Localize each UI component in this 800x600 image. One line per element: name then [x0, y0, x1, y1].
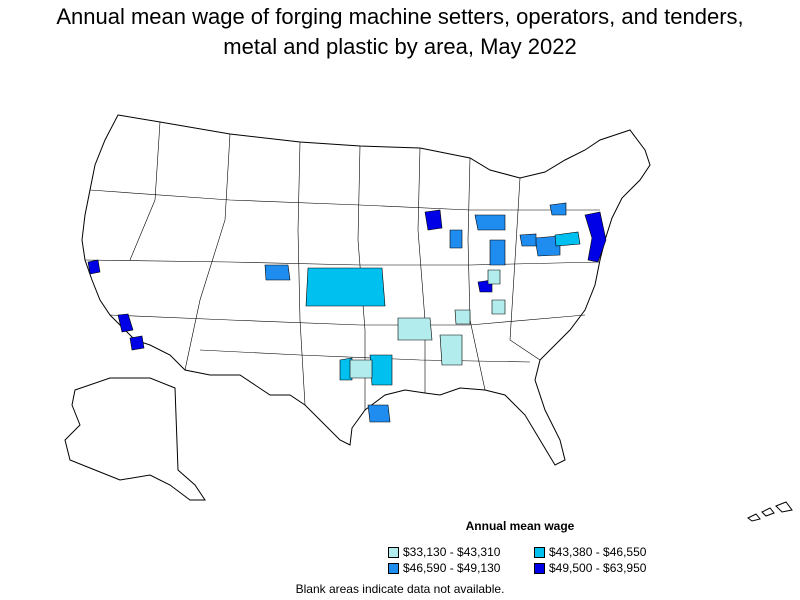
area-kentucky: [491, 299, 506, 315]
area-san-diego: [129, 335, 145, 351]
area-kansas: [305, 267, 386, 307]
title-line-2: metal and plastic by area, May 2022: [223, 34, 577, 59]
area-texas-west: [339, 357, 353, 381]
area-mississippi: [439, 334, 463, 366]
area-dallas: [369, 354, 393, 386]
legend-item-4: $49,500 - $63,950: [534, 561, 646, 575]
legend-title: Annual mean wage: [465, 519, 575, 533]
area-texas-north: [349, 359, 373, 379]
legend-label-2: $43,380 - $46,550: [549, 545, 647, 559]
legend-item-2: $43,380 - $46,550: [534, 545, 646, 559]
area-los-angeles: [117, 313, 134, 333]
legend-label-1: $33,130 - $43,310: [403, 545, 501, 559]
legend-swatch-3: [388, 562, 399, 574]
area-northeast-corridor: [584, 211, 607, 263]
hawaii-islands: [747, 501, 793, 522]
legend-swatch-4: [534, 562, 545, 574]
title-line-1: Annual mean wage of forging machine sett…: [56, 4, 744, 29]
legend-label-3: $46,590 - $49,130: [403, 561, 501, 575]
alaska-outline: [64, 377, 206, 501]
area-michigan: [474, 214, 506, 231]
legend-swatch-1: [388, 546, 399, 558]
area-oklahoma: [397, 317, 433, 341]
area-great-lakes: [519, 233, 537, 247]
wage-areas: [87, 202, 607, 423]
map-title: Annual mean wage of forging machine sett…: [0, 2, 800, 62]
area-buffalo: [549, 202, 567, 216]
area-indiana-south: [487, 269, 501, 285]
area-indiana: [449, 229, 463, 249]
area-bay-area: [87, 259, 101, 275]
area-new-york: [554, 231, 581, 247]
area-tennessee: [454, 309, 471, 325]
legend-label-4: $49,500 - $63,950: [549, 561, 647, 575]
region-borders: [84, 121, 601, 410]
area-wisconsin: [424, 209, 443, 231]
area-colorado: [264, 264, 291, 281]
legend-swatch-2: [534, 546, 545, 558]
area-ohio: [489, 239, 506, 266]
footnote: Blank areas indicate data not available.: [295, 582, 505, 596]
area-pennsylvania: [534, 235, 561, 257]
legend-item-3: $46,590 - $49,130: [388, 561, 500, 575]
legend-item-1: $33,130 - $43,310: [388, 545, 500, 559]
area-houston: [367, 404, 391, 423]
